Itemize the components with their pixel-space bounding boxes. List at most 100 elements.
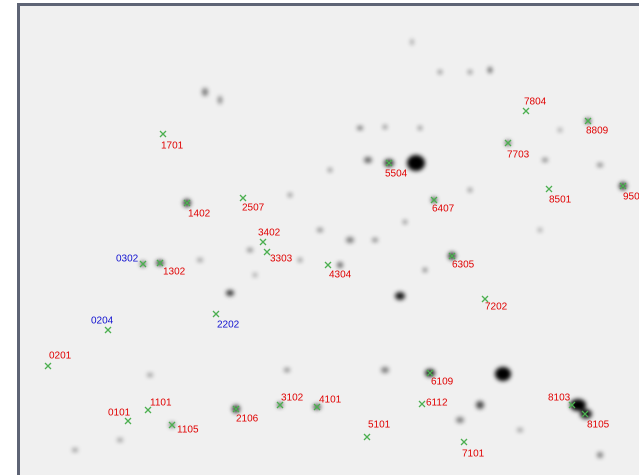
frame-left	[17, 3, 20, 475]
gel-spot	[580, 409, 592, 419]
spot-marker	[139, 260, 147, 268]
spot-label: 2202	[217, 320, 240, 331]
spot-label: 0302	[116, 254, 139, 265]
spot-marker	[159, 130, 167, 138]
spot-label: 8103	[548, 393, 571, 404]
gel-spot	[407, 155, 425, 171]
gel-spot	[317, 228, 323, 232]
spot-marker	[545, 185, 553, 193]
spot-label: 6112	[426, 398, 448, 409]
spot-marker	[144, 406, 152, 414]
gel-spot	[570, 399, 586, 411]
spot-label: 0101	[108, 408, 131, 419]
gel-spot	[468, 188, 472, 192]
spot-label: 1701	[161, 141, 184, 152]
gel-spot	[438, 70, 442, 74]
spot-label: 5101	[368, 420, 391, 431]
spot-marker	[156, 259, 164, 267]
spot-label: 7804	[524, 97, 547, 108]
spot-marker	[504, 139, 512, 147]
spot-label: 3102	[281, 393, 304, 404]
gel-spot	[247, 248, 253, 252]
spot-marker	[104, 326, 112, 334]
gel-spot	[558, 128, 562, 132]
spot-label: 5504	[385, 169, 408, 180]
spot-marker	[385, 159, 393, 167]
gel-spot	[418, 126, 422, 130]
spot-marker	[239, 194, 247, 202]
spot-marker	[584, 117, 592, 125]
spot-label: 8809	[586, 126, 609, 137]
spot-marker	[168, 421, 176, 429]
spot-marker	[183, 199, 191, 207]
gel-spot	[346, 237, 354, 243]
gel-spot	[383, 125, 387, 129]
spot-annotations: 7804 8809 1701 7703 5504 8501 950 1402 2507 6407 3…	[44, 97, 639, 460]
gel-spot	[468, 70, 472, 74]
gel-spot	[456, 417, 464, 423]
spot-label: 2106	[236, 414, 259, 425]
gel-spot	[284, 368, 290, 372]
gel-spot	[337, 262, 343, 268]
gel-spot	[381, 367, 389, 373]
spot-label: 6407	[432, 204, 455, 215]
gel-spot	[288, 193, 292, 197]
spot-marker	[212, 310, 220, 318]
spot-marker	[581, 410, 589, 418]
gel-spot	[117, 438, 123, 442]
spot-marker	[430, 196, 438, 204]
spot-marker	[418, 400, 426, 408]
gel-spot	[218, 96, 222, 104]
spot-marker	[619, 182, 627, 190]
spot-label: 2507	[242, 203, 265, 214]
gel-spot	[328, 168, 332, 172]
spot-marker	[44, 362, 52, 370]
gel-spot	[395, 292, 405, 300]
spot-label: 1105	[177, 425, 199, 436]
gel-spot	[403, 220, 407, 224]
gel-spot	[542, 158, 548, 162]
gel-spot	[202, 88, 208, 96]
gel-spot	[147, 373, 153, 377]
spot-marker	[460, 438, 468, 446]
spot-label: 0204	[91, 316, 114, 327]
spot-marker	[448, 252, 456, 260]
gel-spot	[357, 126, 363, 130]
spot-label: 7101	[462, 449, 485, 460]
gel-spot	[423, 268, 427, 272]
spot-label: 3402	[258, 228, 281, 239]
spot-label: 6109	[431, 377, 454, 388]
gel-spot	[253, 273, 257, 277]
spot-label: 4304	[329, 270, 352, 281]
gel-spot	[364, 157, 372, 163]
spot-marker	[259, 238, 267, 246]
gel-spot	[538, 228, 542, 232]
spot-marker	[124, 417, 132, 425]
gel-background	[17, 3, 639, 475]
spot-marker	[481, 295, 489, 303]
spot-label: 8105	[587, 420, 610, 431]
spot-marker	[324, 261, 332, 269]
gel-spot	[488, 67, 492, 73]
spot-label: 950	[623, 192, 639, 203]
spot-marker	[232, 405, 240, 413]
spot-label: 7703	[507, 150, 530, 161]
spot-label: 1101	[150, 398, 172, 409]
spot-label: 0201	[49, 351, 72, 362]
gel-spot	[495, 367, 511, 381]
spot-marker	[426, 369, 434, 377]
spot-label: 1402	[188, 209, 211, 220]
spot-label: 4101	[319, 395, 342, 406]
spot-marker	[263, 248, 271, 256]
spot-marker	[522, 107, 530, 115]
gel-spot	[597, 452, 603, 458]
gel-spot	[72, 448, 78, 452]
gel-spot	[197, 258, 203, 262]
gel-spot	[597, 163, 603, 167]
gel-spot	[517, 428, 523, 432]
spot-marker	[276, 401, 284, 409]
gel-spot	[476, 401, 484, 409]
spot-label: 6305	[452, 260, 475, 271]
spot-marker	[568, 401, 576, 409]
